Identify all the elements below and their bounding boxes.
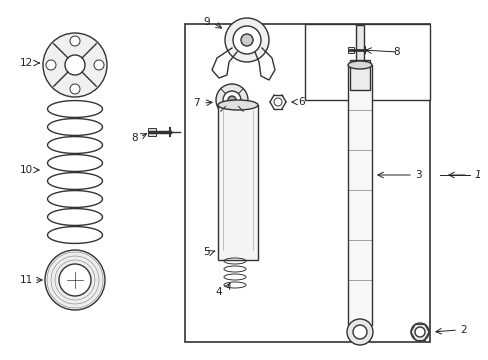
Text: 4: 4	[215, 287, 222, 297]
Bar	[347, 65, 371, 325]
Circle shape	[227, 96, 236, 104]
Circle shape	[59, 264, 91, 296]
Circle shape	[273, 98, 282, 106]
Ellipse shape	[218, 100, 258, 110]
Ellipse shape	[347, 61, 371, 69]
Circle shape	[223, 91, 241, 109]
Circle shape	[45, 250, 105, 310]
Bar	[148, 128, 156, 136]
Circle shape	[352, 325, 366, 339]
Circle shape	[70, 84, 80, 94]
Circle shape	[94, 60, 104, 70]
Text: 5: 5	[203, 247, 209, 257]
Text: 2: 2	[459, 325, 466, 335]
Circle shape	[43, 33, 107, 97]
Circle shape	[216, 84, 247, 116]
Circle shape	[414, 327, 424, 337]
Circle shape	[224, 18, 268, 62]
Circle shape	[346, 319, 372, 345]
Text: 6: 6	[297, 97, 304, 107]
Bar	[218, 105, 258, 260]
Circle shape	[70, 36, 80, 46]
Text: 9: 9	[203, 17, 209, 27]
Text: 11: 11	[20, 275, 33, 285]
Circle shape	[241, 34, 252, 46]
Circle shape	[232, 26, 261, 54]
Bar	[355, 25, 363, 65]
Text: 10: 10	[20, 165, 33, 175]
Text: 8: 8	[131, 133, 138, 143]
Text: 1: 1	[474, 170, 480, 180]
Circle shape	[65, 55, 85, 75]
Text: 8: 8	[392, 47, 399, 57]
Bar	[184, 24, 429, 342]
Text: 12: 12	[20, 58, 33, 68]
Bar	[347, 47, 353, 53]
Circle shape	[410, 323, 428, 341]
Bar	[305, 24, 429, 100]
Text: 3: 3	[414, 170, 421, 180]
Circle shape	[46, 60, 56, 70]
Bar	[349, 60, 369, 90]
Text: 7: 7	[193, 98, 200, 108]
